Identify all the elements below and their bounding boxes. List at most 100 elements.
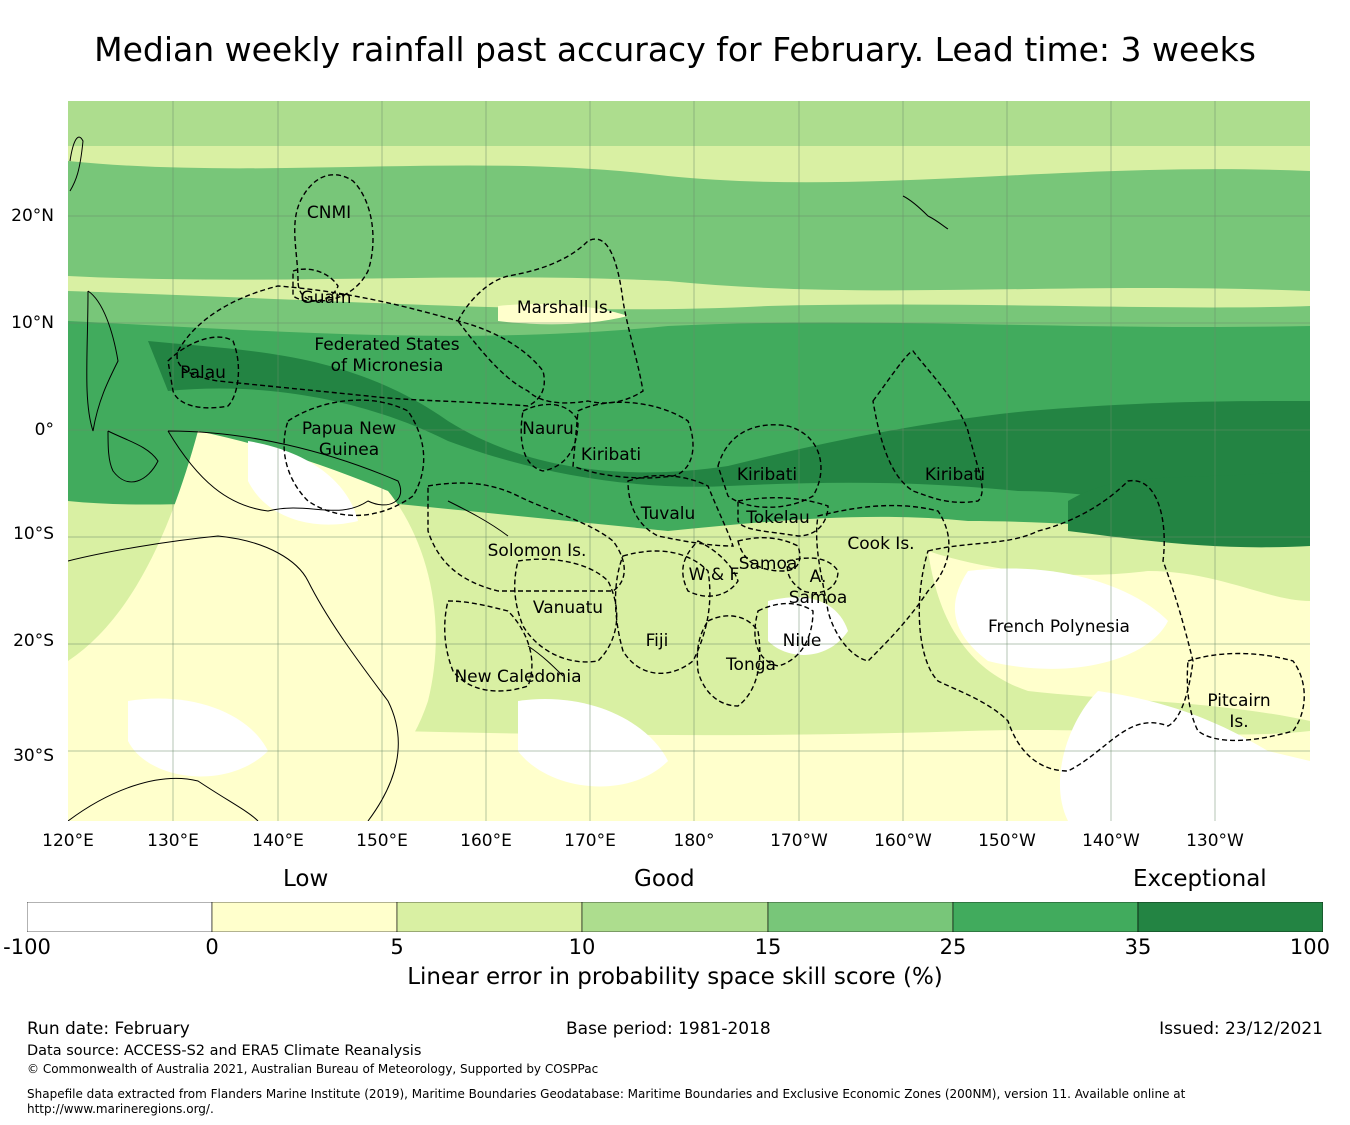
label-palau: Palau bbox=[180, 363, 226, 383]
band-core bbox=[148, 341, 1310, 521]
colorbar-category-exceptional: Exceptional bbox=[1133, 866, 1267, 892]
eez-tonga bbox=[696, 615, 761, 707]
eez-cnmi bbox=[294, 174, 374, 302]
label-guam: Guam bbox=[301, 288, 352, 308]
lon-label-180: 180° bbox=[673, 831, 715, 851]
label-pitcairn-2: Is. bbox=[1229, 712, 1248, 732]
coastlines bbox=[68, 136, 949, 821]
label-new-caledonia: New Caledonia bbox=[454, 667, 581, 687]
colorbar-swatch-5-10 bbox=[396, 902, 583, 932]
label-fsm-1: Federated States bbox=[314, 335, 459, 355]
label-samoa: Samoa bbox=[739, 554, 798, 574]
eez-marshall bbox=[457, 238, 644, 404]
label-cook: Cook Is. bbox=[847, 534, 914, 554]
eez-pitcairn bbox=[1186, 652, 1305, 742]
lon-label-160e: 160°E bbox=[460, 831, 512, 851]
colorbar-swatch-25-35 bbox=[952, 902, 1139, 932]
label-cnmi: CNMI bbox=[307, 203, 351, 223]
colorbar-swatch-0-5 bbox=[211, 902, 398, 932]
label-nauru: Nauru bbox=[522, 419, 574, 439]
shapefile-credit: Shapefile data extracted from Flanders M… bbox=[27, 1087, 1186, 1116]
lon-label-140e: 140°E bbox=[252, 831, 304, 851]
eez-niue bbox=[754, 602, 814, 667]
eez-samoa bbox=[737, 537, 801, 572]
band-north bbox=[68, 101, 1310, 146]
lat-label-10s: 10°S bbox=[13, 524, 54, 544]
lon-label-130e: 130°E bbox=[147, 831, 199, 851]
lon-label-120e: 120°E bbox=[42, 831, 94, 851]
label-vanuatu: Vanuatu bbox=[533, 598, 603, 618]
gridlines bbox=[68, 101, 1310, 821]
lon-label-160w: 160°W bbox=[874, 831, 932, 851]
label-fsm-2: of Micronesia bbox=[331, 356, 444, 376]
lon-label-130w: 130°W bbox=[1186, 831, 1244, 851]
eez-boundaries bbox=[167, 174, 1305, 772]
eez-asamoa bbox=[786, 557, 839, 594]
eez-cook bbox=[815, 504, 950, 662]
lat-label-10n: 10°N bbox=[11, 313, 54, 333]
coast-hawaii bbox=[902, 195, 949, 230]
eez-fiji bbox=[614, 550, 711, 675]
lat-label-20n: 20°N bbox=[11, 206, 54, 226]
label-french-polynesia: French Polynesia bbox=[988, 617, 1130, 637]
colorbar-tick-neg100: -100 bbox=[3, 935, 51, 959]
marshall-pale bbox=[498, 304, 628, 325]
label-asamoa-2: Samoa bbox=[789, 588, 848, 608]
colorbar-swatch-10-15 bbox=[581, 902, 769, 932]
fp-white bbox=[954, 568, 1168, 669]
label-wf: W & F bbox=[689, 565, 740, 585]
eez-kiribati-w bbox=[572, 401, 694, 479]
base-period: Base period: 1981-2018 bbox=[566, 1019, 771, 1039]
coast-new-guinea bbox=[167, 430, 402, 512]
colorbar-category-good: Good bbox=[634, 866, 695, 892]
lat-label-0: 0° bbox=[34, 420, 54, 440]
chart-title: Median weekly rainfall past accuracy for… bbox=[94, 30, 1256, 69]
colorbar-tick-0: 0 bbox=[205, 935, 219, 959]
eez-tokelau bbox=[737, 497, 829, 537]
coast-new-caledonia bbox=[527, 645, 564, 677]
lon-label-140w: 140°W bbox=[1082, 831, 1140, 851]
colorbar-swatch-15-25 bbox=[767, 902, 954, 932]
label-fiji: Fiji bbox=[646, 631, 669, 651]
eez-kiribati-c bbox=[717, 424, 822, 508]
label-kiribati-e: Kiribati bbox=[925, 465, 985, 485]
eez-tuvalu bbox=[627, 474, 734, 547]
issued-date: Issued: 23/12/2021 bbox=[1159, 1019, 1323, 1039]
label-png-2: Guinea bbox=[319, 440, 379, 460]
eez-fsm bbox=[176, 285, 545, 407]
label-kiribati-c: Kiribati bbox=[737, 465, 797, 485]
copyright: © Commonwealth of Australia 2021, Austra… bbox=[27, 1062, 599, 1076]
region-labels: CNMI Guam Marshall Is. Federated States … bbox=[180, 203, 1271, 732]
label-asamoa-1: A. bbox=[810, 567, 827, 587]
colorbar-tick-10: 10 bbox=[568, 935, 596, 959]
lat-label-20s: 20°S bbox=[13, 631, 54, 651]
colorbar-title: Linear error in probability space skill … bbox=[407, 964, 943, 990]
colorbar bbox=[27, 902, 1323, 932]
colorbar-tick-25: 25 bbox=[939, 935, 967, 959]
label-png-1: Papua New bbox=[302, 419, 396, 439]
colorbar-swatch-35-100 bbox=[1137, 902, 1323, 932]
label-niue: Niue bbox=[783, 631, 822, 651]
eez-guam bbox=[292, 268, 339, 302]
colorbar-swatch-neg100-0 bbox=[27, 902, 213, 932]
run-date: Run date: February bbox=[27, 1019, 190, 1039]
eez-nauru bbox=[520, 403, 579, 472]
colorbar-category-low: Low bbox=[283, 866, 329, 892]
skill-map: CNMI Guam Marshall Is. Federated States … bbox=[68, 101, 1310, 821]
eez-wf bbox=[682, 540, 739, 597]
coast-solomons bbox=[447, 500, 509, 537]
coast-mindanao bbox=[107, 430, 159, 483]
label-tokelau: Tokelau bbox=[745, 508, 810, 528]
colorbar-tick-35: 35 bbox=[1124, 935, 1152, 959]
label-tonga: Tonga bbox=[725, 655, 776, 675]
southwest-white bbox=[128, 698, 268, 777]
data-source: Data source: ACCESS-S2 and ERA5 Climate … bbox=[27, 1043, 422, 1059]
label-pitcairn-1: Pitcairn bbox=[1207, 691, 1270, 711]
eez-palau bbox=[167, 336, 240, 409]
eez-vanuatu bbox=[514, 558, 618, 663]
png-south-white bbox=[248, 441, 358, 525]
southeast-white bbox=[1059, 691, 1310, 821]
colorbar-tick-5: 5 bbox=[390, 935, 404, 959]
niue-white bbox=[768, 597, 848, 655]
label-marshall: Marshall Is. bbox=[517, 298, 613, 318]
